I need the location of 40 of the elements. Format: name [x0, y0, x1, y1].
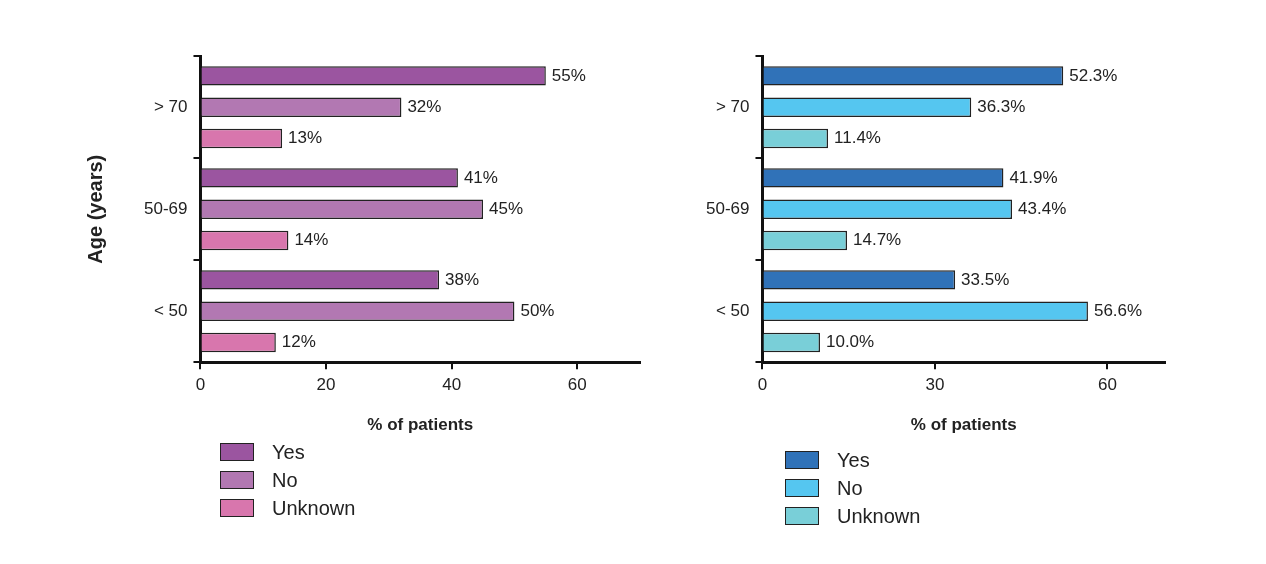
x-tick-label: 60 — [1098, 375, 1117, 395]
data-label: 12% — [281, 332, 316, 352]
data-label: 32% — [407, 96, 442, 116]
legend-label: Yes — [272, 440, 305, 464]
data-label: 43.4% — [1018, 198, 1067, 218]
y-tick-label: < 50 — [715, 300, 750, 320]
data-label: 52.3% — [1069, 65, 1118, 85]
data-label: 45% — [489, 198, 524, 218]
data-label: 41% — [463, 167, 498, 187]
x-axis-title: % of patients — [910, 415, 1017, 435]
x-tick-label: 20 — [316, 375, 336, 395]
legend-label: Yes — [837, 448, 870, 472]
data-label: 11.4% — [834, 128, 881, 148]
x-axis-title: % of patients — [367, 415, 474, 435]
y-tick-label: 50-69 — [144, 198, 188, 218]
data-label: 50% — [520, 300, 555, 320]
data-label: 13% — [288, 128, 323, 148]
x-tick-label: 40 — [442, 375, 462, 395]
y-tick-label: 50-69 — [706, 198, 750, 218]
data-label: 10.0% — [825, 332, 875, 352]
legend-label: No — [837, 476, 863, 500]
legend-label: No — [272, 468, 298, 492]
x-tick-label: 0 — [757, 375, 768, 395]
legend-label: Unknown — [272, 496, 356, 520]
y-tick-label: > 70 — [153, 96, 188, 116]
data-label: 36.3% — [977, 96, 1026, 116]
y-axis-title: Age (years) — [83, 154, 106, 264]
data-label: 14.7% — [853, 230, 902, 250]
data-label: 41.9% — [1009, 167, 1058, 187]
x-tick-label: 30 — [925, 375, 945, 395]
data-label: 38% — [445, 269, 480, 289]
data-label: 56.6% — [1093, 300, 1143, 320]
data-label: 55% — [551, 65, 586, 85]
y-tick-label: < 50 — [153, 300, 188, 320]
x-tick-label: 0 — [195, 375, 206, 395]
legend-label: Unknown — [837, 504, 921, 528]
x-tick-label: 60 — [567, 375, 587, 395]
data-label: 33.5% — [961, 269, 1010, 289]
data-label: 14% — [294, 230, 329, 250]
y-tick-label: > 70 — [715, 96, 750, 116]
